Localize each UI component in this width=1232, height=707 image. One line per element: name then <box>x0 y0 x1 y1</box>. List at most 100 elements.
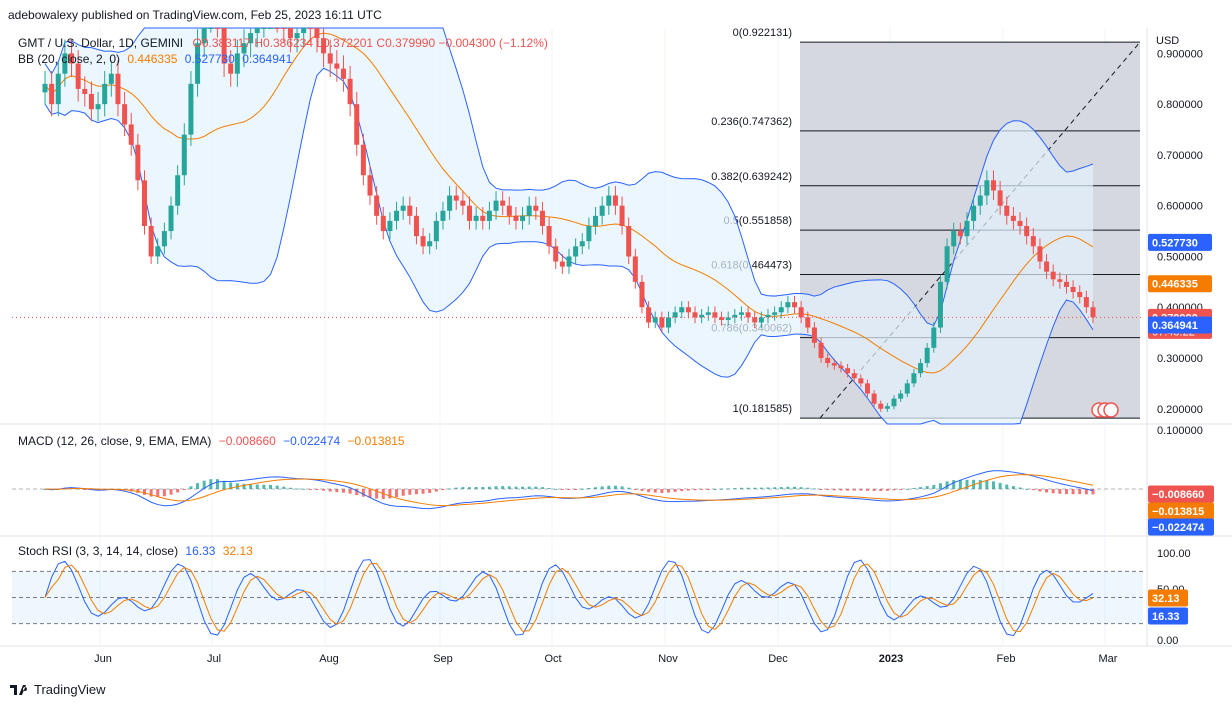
candle-body <box>1010 215 1016 221</box>
macd-histogram-bar <box>1078 489 1082 495</box>
macd-histogram-bar <box>945 481 949 489</box>
candle <box>254 28 260 48</box>
candle-body <box>287 28 293 39</box>
candle-body <box>1063 281 1069 287</box>
candle <box>354 91 360 156</box>
candle-body <box>612 195 618 206</box>
candle <box>188 71 194 146</box>
macd-histogram-bar <box>527 486 531 489</box>
fib-level-label: 1(0.181585) <box>733 403 792 415</box>
candle-body <box>805 317 811 328</box>
candle <box>991 170 997 201</box>
candle-body <box>931 327 937 348</box>
candle <box>413 207 419 245</box>
candle <box>69 39 75 77</box>
candle-body <box>407 205 413 216</box>
candle <box>281 28 287 43</box>
candle <box>1090 301 1096 324</box>
macd-histogram-bar <box>865 489 869 491</box>
candle <box>135 133 141 191</box>
candle <box>705 306 711 321</box>
time-axis-tick: Aug <box>319 653 339 665</box>
macd-signal-value: −0.013815 <box>347 434 405 448</box>
candle <box>195 29 201 97</box>
stoch-badge <box>1148 607 1188 625</box>
macd-histogram-bar <box>686 489 690 491</box>
candle <box>62 39 68 87</box>
macd-histogram-bar <box>600 486 604 489</box>
candle-body <box>838 365 844 369</box>
macd-histogram-bar <box>434 489 438 492</box>
candle-body <box>327 53 333 64</box>
candle <box>599 196 605 225</box>
macd-histogram-bar <box>481 486 485 489</box>
macd-histogram-bar <box>282 486 286 489</box>
macd-badge <box>1148 485 1214 503</box>
macd-histogram-bar <box>162 489 166 497</box>
candle <box>646 301 652 329</box>
candle-body <box>188 83 194 135</box>
candle <box>984 170 990 205</box>
candle <box>1037 238 1043 270</box>
candle-body <box>440 210 446 221</box>
macd-histogram-bar <box>653 489 657 493</box>
macd-histogram-bar <box>335 489 339 493</box>
candle <box>553 238 559 270</box>
price-badge <box>1148 275 1212 293</box>
macd-histogram-bar <box>1071 489 1075 495</box>
price-axis-tick: 0.800000 <box>1157 99 1203 111</box>
candle-body <box>911 373 917 384</box>
time-axis-tick: Mar <box>1099 653 1118 665</box>
stoch-axis-tick: 100.00 <box>1157 548 1191 560</box>
candle <box>745 306 751 324</box>
candle-body <box>102 83 108 105</box>
price-axis-tick: 0.700000 <box>1157 150 1203 162</box>
candle-body <box>493 200 499 211</box>
candle <box>453 186 459 210</box>
macd-histogram-bar <box>852 489 856 491</box>
stoch-badge <box>1148 589 1188 607</box>
candle-body <box>75 63 81 89</box>
candle-body <box>506 205 512 216</box>
macd-histogram-bar <box>222 480 226 489</box>
candle <box>49 71 55 117</box>
macd-histogram-bar <box>660 489 664 493</box>
candle <box>460 191 466 215</box>
candle-body <box>301 28 307 34</box>
macd-badge-label: −0.008660 <box>1152 489 1204 501</box>
fib-level-label: 0.236(0.747362) <box>711 116 792 128</box>
macd-histogram-bar <box>580 488 584 490</box>
macd-histogram-bar <box>812 488 816 490</box>
macd-histogram-bar <box>242 483 246 489</box>
candle <box>792 295 798 314</box>
macd-histogram-bar <box>912 487 916 489</box>
candle-body <box>168 205 174 232</box>
candle-body <box>665 317 671 328</box>
price-axis-tick: 0.300000 <box>1157 353 1203 365</box>
stoch-k-value: 16.33 <box>185 544 216 558</box>
macd-histogram-bar <box>952 480 956 489</box>
candle <box>400 196 406 220</box>
candle-body <box>520 215 526 221</box>
candle-body <box>195 43 201 84</box>
candle-body <box>486 210 492 221</box>
candle-body <box>228 63 234 74</box>
macd-histogram-bar <box>441 489 445 491</box>
candle <box>811 322 817 348</box>
candle <box>115 60 121 117</box>
candle <box>632 248 638 289</box>
macd-badge-label: −0.022474 <box>1152 522 1205 534</box>
candle <box>566 248 572 274</box>
candle-body <box>155 246 161 257</box>
candle <box>307 28 313 43</box>
candle <box>891 395 897 410</box>
candle-body <box>679 307 685 313</box>
bb-basis: 0.446335 <box>127 52 178 66</box>
macd-histogram-bar <box>978 480 982 489</box>
macd-histogram-bar <box>879 489 883 492</box>
macd-histogram-bar <box>1011 486 1015 489</box>
candle-body <box>1044 261 1050 272</box>
stoch-badge-label: 16.33 <box>1152 611 1180 623</box>
candle-body <box>732 314 738 318</box>
